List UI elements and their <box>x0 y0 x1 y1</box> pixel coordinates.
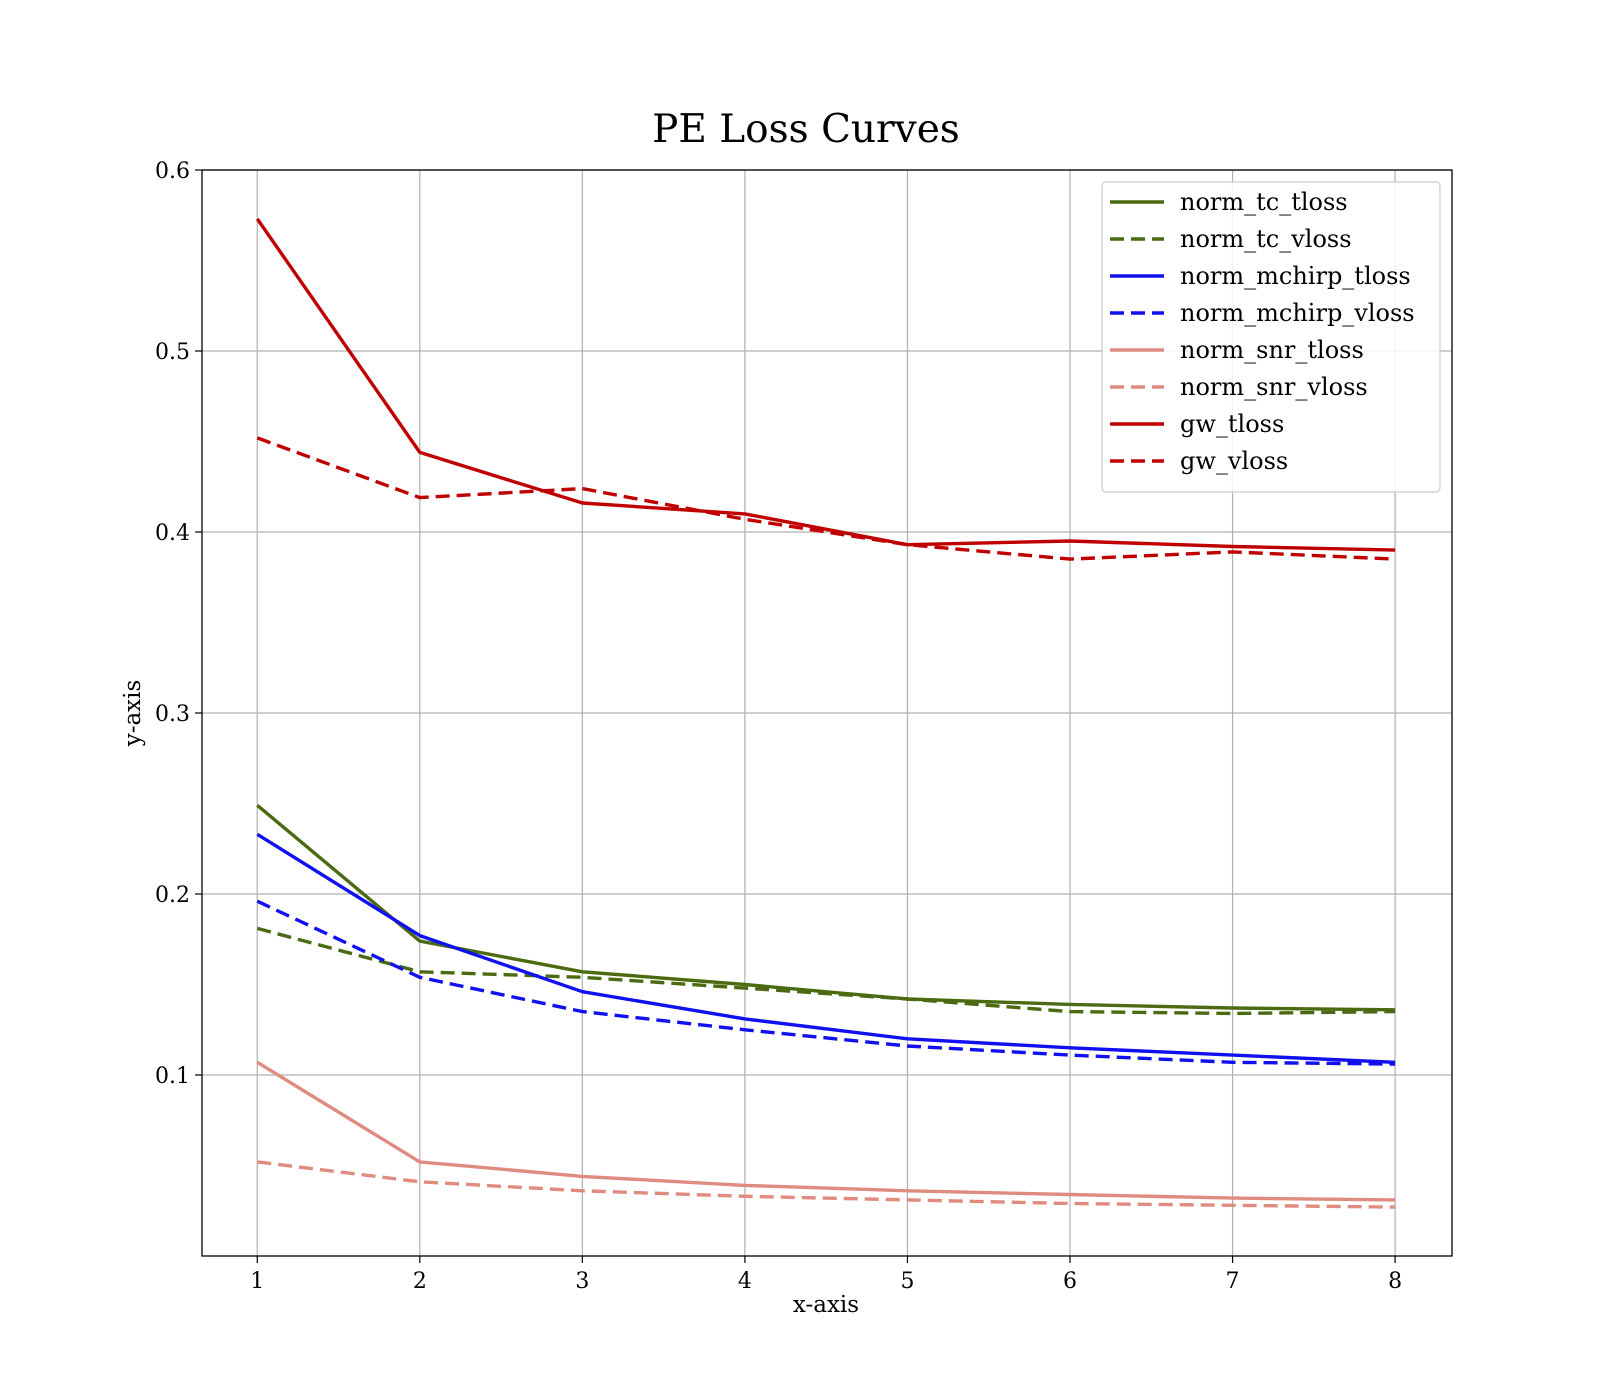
y-axis-label: y-axis <box>120 680 146 748</box>
legend-box <box>1101 181 1441 493</box>
series-line-gw-vloss <box>256 436 1396 561</box>
ticks: 1 2 3 4 5 6 7 8 0.1 0.2 0.3 0.4 0.5 0.6 <box>155 159 1402 1294</box>
legend-label: norm_snr_tloss <box>1180 336 1364 364</box>
x-tick-label: 7 <box>1226 1269 1240 1294</box>
x-axis-label: x-axis <box>793 1292 859 1318</box>
y-tick-label: 0.5 <box>155 340 190 365</box>
legend-label: gw_tloss <box>1180 410 1284 438</box>
series-line-norm-mchirp-vloss <box>256 899 1396 1066</box>
x-tick-label: 2 <box>413 1269 427 1294</box>
legend-label: norm_mchirp_tloss <box>1180 262 1411 290</box>
chart-title: PE Loss Curves <box>652 107 960 152</box>
series-line-norm-tc-vloss <box>256 926 1396 1016</box>
x-tick-label: 3 <box>575 1269 589 1294</box>
legend: norm_tc_tloss norm_tc_vloss norm_mchirp_tl… <box>1101 181 1441 493</box>
series-layer <box>255 217 1396 1209</box>
y-tick-label: 0.4 <box>155 521 190 546</box>
y-tick-label: 0.1 <box>155 1064 190 1089</box>
series-line-norm-snr-vloss <box>257 1160 1396 1209</box>
legend-label: norm_tc_vloss <box>1180 225 1352 253</box>
x-tick-label: 1 <box>250 1269 264 1294</box>
legend-label: gw_vloss <box>1180 447 1288 475</box>
series-line-norm-mchirp-tloss <box>256 832 1396 1064</box>
series-line-norm-snr-tloss <box>256 1060 1396 1202</box>
y-tick-label: 0.3 <box>155 702 190 727</box>
y-tick-label: 0.2 <box>155 883 190 908</box>
x-tick-label: 6 <box>1063 1269 1077 1294</box>
x-tick-label: 5 <box>900 1269 914 1294</box>
x-tick-label: 8 <box>1388 1269 1402 1294</box>
legend-label: norm_snr_vloss <box>1180 373 1368 401</box>
series-line-gw-tloss <box>255 217 1396 552</box>
y-tick-label: 0.6 <box>155 159 190 184</box>
x-tick-label: 4 <box>738 1269 752 1294</box>
legend-label: norm_tc_tloss <box>1180 188 1348 216</box>
legend-label: norm_mchirp_vloss <box>1180 299 1415 327</box>
